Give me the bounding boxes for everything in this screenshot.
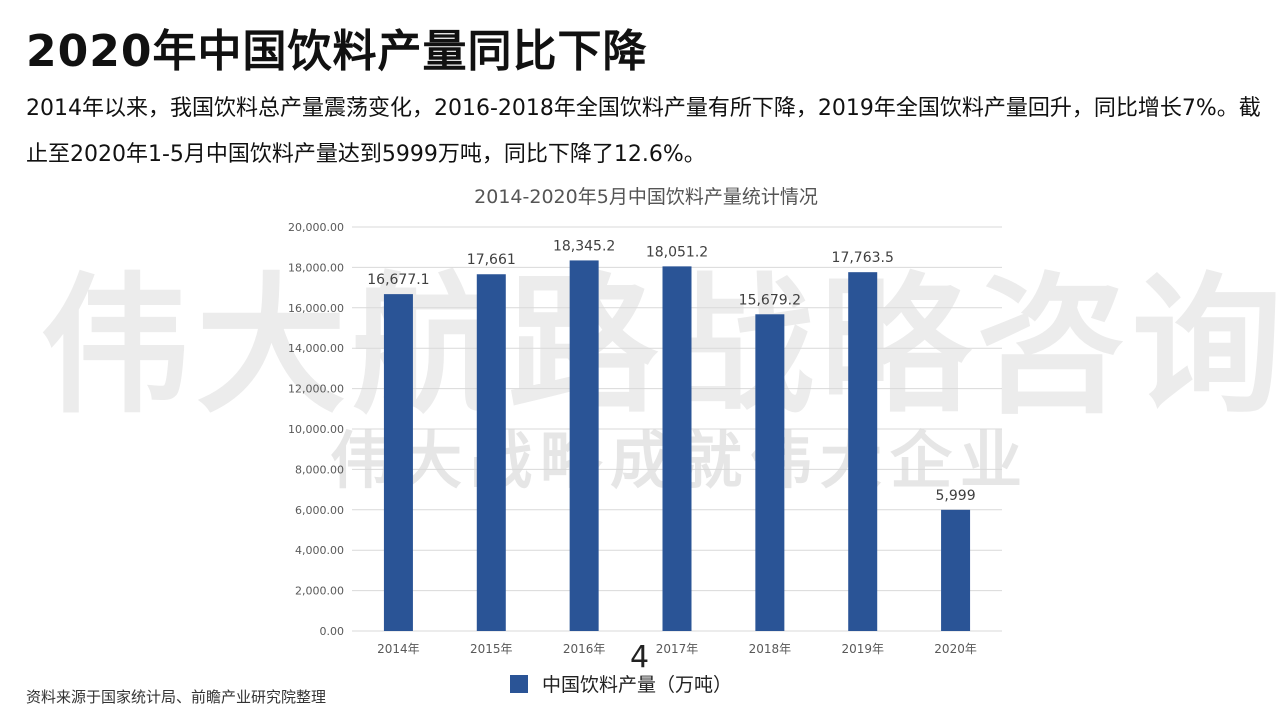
bar bbox=[662, 266, 692, 631]
slide-title: 2020年中国饮料产量同比下降 bbox=[26, 26, 648, 77]
x-tick-label: 2015年 bbox=[470, 642, 513, 656]
page-number: 4 bbox=[630, 640, 650, 675]
x-tick-label: 2018年 bbox=[749, 642, 792, 656]
bar bbox=[755, 314, 785, 631]
y-tick-label: 6,000.00 bbox=[295, 504, 344, 517]
y-tick-label: 12,000.00 bbox=[288, 383, 344, 396]
x-tick-label: 2014年 bbox=[377, 642, 420, 656]
bar bbox=[569, 260, 599, 631]
summary-paragraph: 2014年以来，我国饮料总产量震荡变化，2016-2018年全国饮料产量有所下降… bbox=[26, 96, 1261, 167]
chart-title: 2014-2020年5月中国饮料产量统计情况 bbox=[474, 186, 818, 208]
y-tick-label: 18,000.00 bbox=[288, 261, 344, 274]
x-tick-label: 2019年 bbox=[841, 642, 884, 656]
data-label: 18,345.2 bbox=[553, 238, 615, 254]
bar-chart: 2014-2020年5月中国饮料产量统计情况 0.00 2,000.00 4,000… bbox=[288, 186, 1002, 656]
y-tick-label: 2,000.00 bbox=[295, 585, 344, 598]
y-tick-label: 16,000.00 bbox=[288, 302, 344, 315]
y-tick-label: 4,000.00 bbox=[295, 544, 344, 557]
legend-swatch bbox=[510, 674, 528, 693]
data-label: 18,051.2 bbox=[646, 244, 708, 260]
y-tick-label: 20,000.00 bbox=[288, 221, 344, 234]
data-label: 5,999 bbox=[936, 488, 976, 504]
x-tick-label: 2020年 bbox=[934, 642, 977, 656]
bar bbox=[848, 272, 878, 631]
y-tick-label: 0.00 bbox=[320, 625, 345, 638]
data-label: 16,677.1 bbox=[367, 272, 429, 288]
bar bbox=[941, 509, 971, 631]
data-label: 17,661 bbox=[467, 252, 516, 268]
legend-label: 中国饮料产量（万吨） bbox=[542, 674, 733, 696]
data-label: 17,763.5 bbox=[832, 250, 894, 266]
x-tick-label: 2017年 bbox=[656, 642, 699, 656]
bar bbox=[476, 274, 506, 631]
x-tick-label: 2016年 bbox=[563, 642, 606, 656]
bar bbox=[383, 294, 413, 631]
y-tick-label: 10,000.00 bbox=[288, 423, 344, 436]
data-label: 15,679.2 bbox=[739, 292, 801, 308]
watermark-main: 伟大航路战略咨询 bbox=[40, 260, 1280, 434]
chart-legend: 中国饮料产量（万吨） bbox=[510, 670, 732, 697]
source-note: 资料来源于国家统计局、前瞻产业研究院整理 bbox=[26, 688, 327, 706]
y-tick-label: 8,000.00 bbox=[295, 463, 344, 476]
y-tick-label: 14,000.00 bbox=[288, 342, 344, 355]
